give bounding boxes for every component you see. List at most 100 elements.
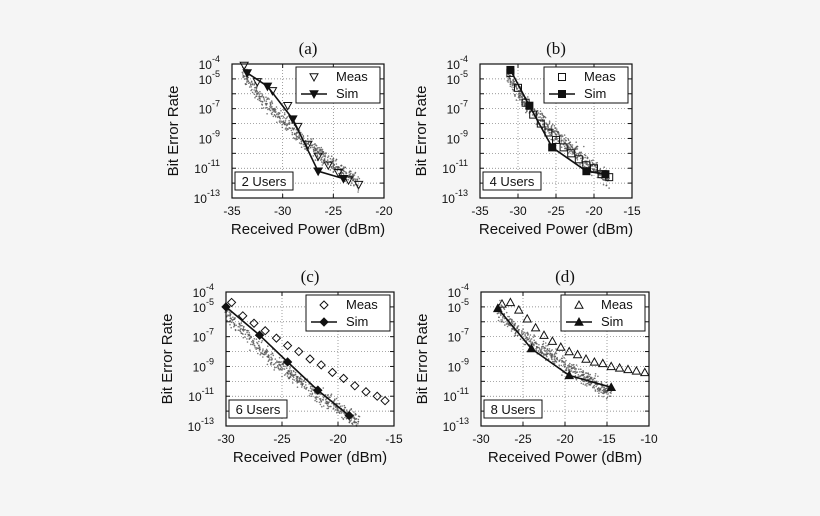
cloud-point [312, 388, 315, 391]
cloud-point [521, 330, 523, 332]
y-axis-label: Bit Error Rate [413, 86, 430, 177]
cloud-point [527, 333, 529, 335]
x-tick-label: -30 [472, 432, 490, 446]
cloud-point [560, 139, 563, 141]
cloud-point [563, 142, 565, 144]
cloud-point [512, 320, 515, 323]
cloud-point [290, 122, 293, 124]
cloud-point [516, 88, 518, 90]
cloud-point [296, 138, 299, 140]
cloud-point [307, 142, 310, 145]
cloud-point [592, 159, 594, 161]
plot-frame [231, 63, 385, 199]
cloud-point [509, 81, 512, 84]
y-tick-label: 10-7 [193, 327, 214, 345]
cloud-point [566, 366, 568, 369]
cloud-point [537, 350, 540, 352]
cloud-point [533, 344, 535, 347]
cloud-point [330, 155, 333, 157]
cloud-point [509, 324, 511, 327]
y-tick-label: 10-7 [199, 99, 220, 117]
cloud-point [555, 128, 558, 130]
meas-point [530, 322, 541, 332]
cloud-point [350, 184, 352, 186]
cloud-point [267, 108, 269, 111]
cloud-point [258, 99, 261, 102]
panel-1: -35 -30 -25 -20 10-410-5 10-7 10-9 10-11 10-13 (a… [165, 39, 393, 238]
y-tick-label: 10-13 [188, 416, 214, 434]
y-tick-label: 10-11 [442, 158, 468, 176]
cloud-point [334, 409, 337, 411]
cloud-point [268, 108, 271, 111]
cloud-point [554, 127, 556, 130]
cloud-point [290, 371, 293, 374]
cloud-point [242, 76, 244, 79]
cloud-point [498, 316, 500, 319]
cloud-point [579, 375, 581, 378]
cloud-point [508, 315, 511, 318]
cloud-point [266, 351, 269, 353]
cloud-point [292, 128, 295, 131]
cloud-point [538, 347, 541, 350]
cloud-point [277, 115, 279, 117]
users-annotation-box [482, 171, 542, 191]
sim-point [338, 174, 349, 184]
cloud-point [522, 328, 524, 331]
cloud-point [587, 372, 589, 375]
cloud-point [324, 154, 327, 156]
x-tick-label: -25 [273, 432, 291, 446]
cloud-point [521, 331, 523, 334]
meas-point [614, 362, 625, 372]
cloud-point [580, 151, 583, 154]
x-tick-label: -30 [509, 204, 527, 218]
cloud-point [605, 184, 608, 187]
sim-point [526, 343, 537, 353]
cloud-point [260, 351, 262, 354]
cloud-point [355, 421, 358, 424]
cloud-point [239, 326, 241, 328]
sim-point [262, 82, 273, 92]
y-tick-label: 10-7 [447, 99, 468, 117]
cloud-point [272, 115, 275, 118]
cloud-point [595, 168, 598, 170]
plot-frame [225, 291, 395, 427]
cloud-point [579, 371, 581, 373]
cloud-point [265, 100, 268, 102]
cloud-point [253, 84, 255, 86]
cloud-point [285, 367, 288, 370]
cloud-point [251, 83, 254, 85]
sim-point [582, 167, 591, 176]
cloud-point [299, 378, 301, 380]
cloud-point [315, 144, 318, 147]
cloud-point [255, 87, 258, 90]
cloud-point [296, 376, 299, 378]
cloud-point [514, 93, 516, 96]
cloud-point [267, 345, 269, 348]
cloud-point [233, 324, 236, 326]
y-axis-label: Bit Error Rate [414, 314, 431, 405]
cloud-point [301, 384, 304, 387]
cloud-point [281, 368, 283, 371]
cloud-point [547, 126, 550, 128]
cloud-point [549, 352, 552, 355]
meas-point [239, 61, 250, 71]
cloud-point [545, 123, 548, 125]
meas-point [572, 349, 583, 359]
cloud-point [289, 372, 291, 374]
x-tick-label: -25 [325, 204, 343, 218]
cloud-point [594, 373, 597, 375]
cloud-point [354, 178, 357, 180]
cloud-point [547, 349, 549, 352]
x-tick-label: -15 [385, 432, 403, 446]
cloud-point [289, 368, 291, 370]
cloud-point [345, 417, 348, 420]
meas-point [372, 391, 382, 401]
y-tick-label: 10-9 [447, 128, 468, 146]
cloud-point [541, 347, 543, 350]
cloud-point [602, 390, 605, 392]
users-annotation-box [234, 171, 294, 191]
cloud-point [582, 374, 584, 377]
meas-point [238, 311, 248, 321]
cloud-point [348, 174, 351, 176]
cloud-point [569, 146, 571, 148]
